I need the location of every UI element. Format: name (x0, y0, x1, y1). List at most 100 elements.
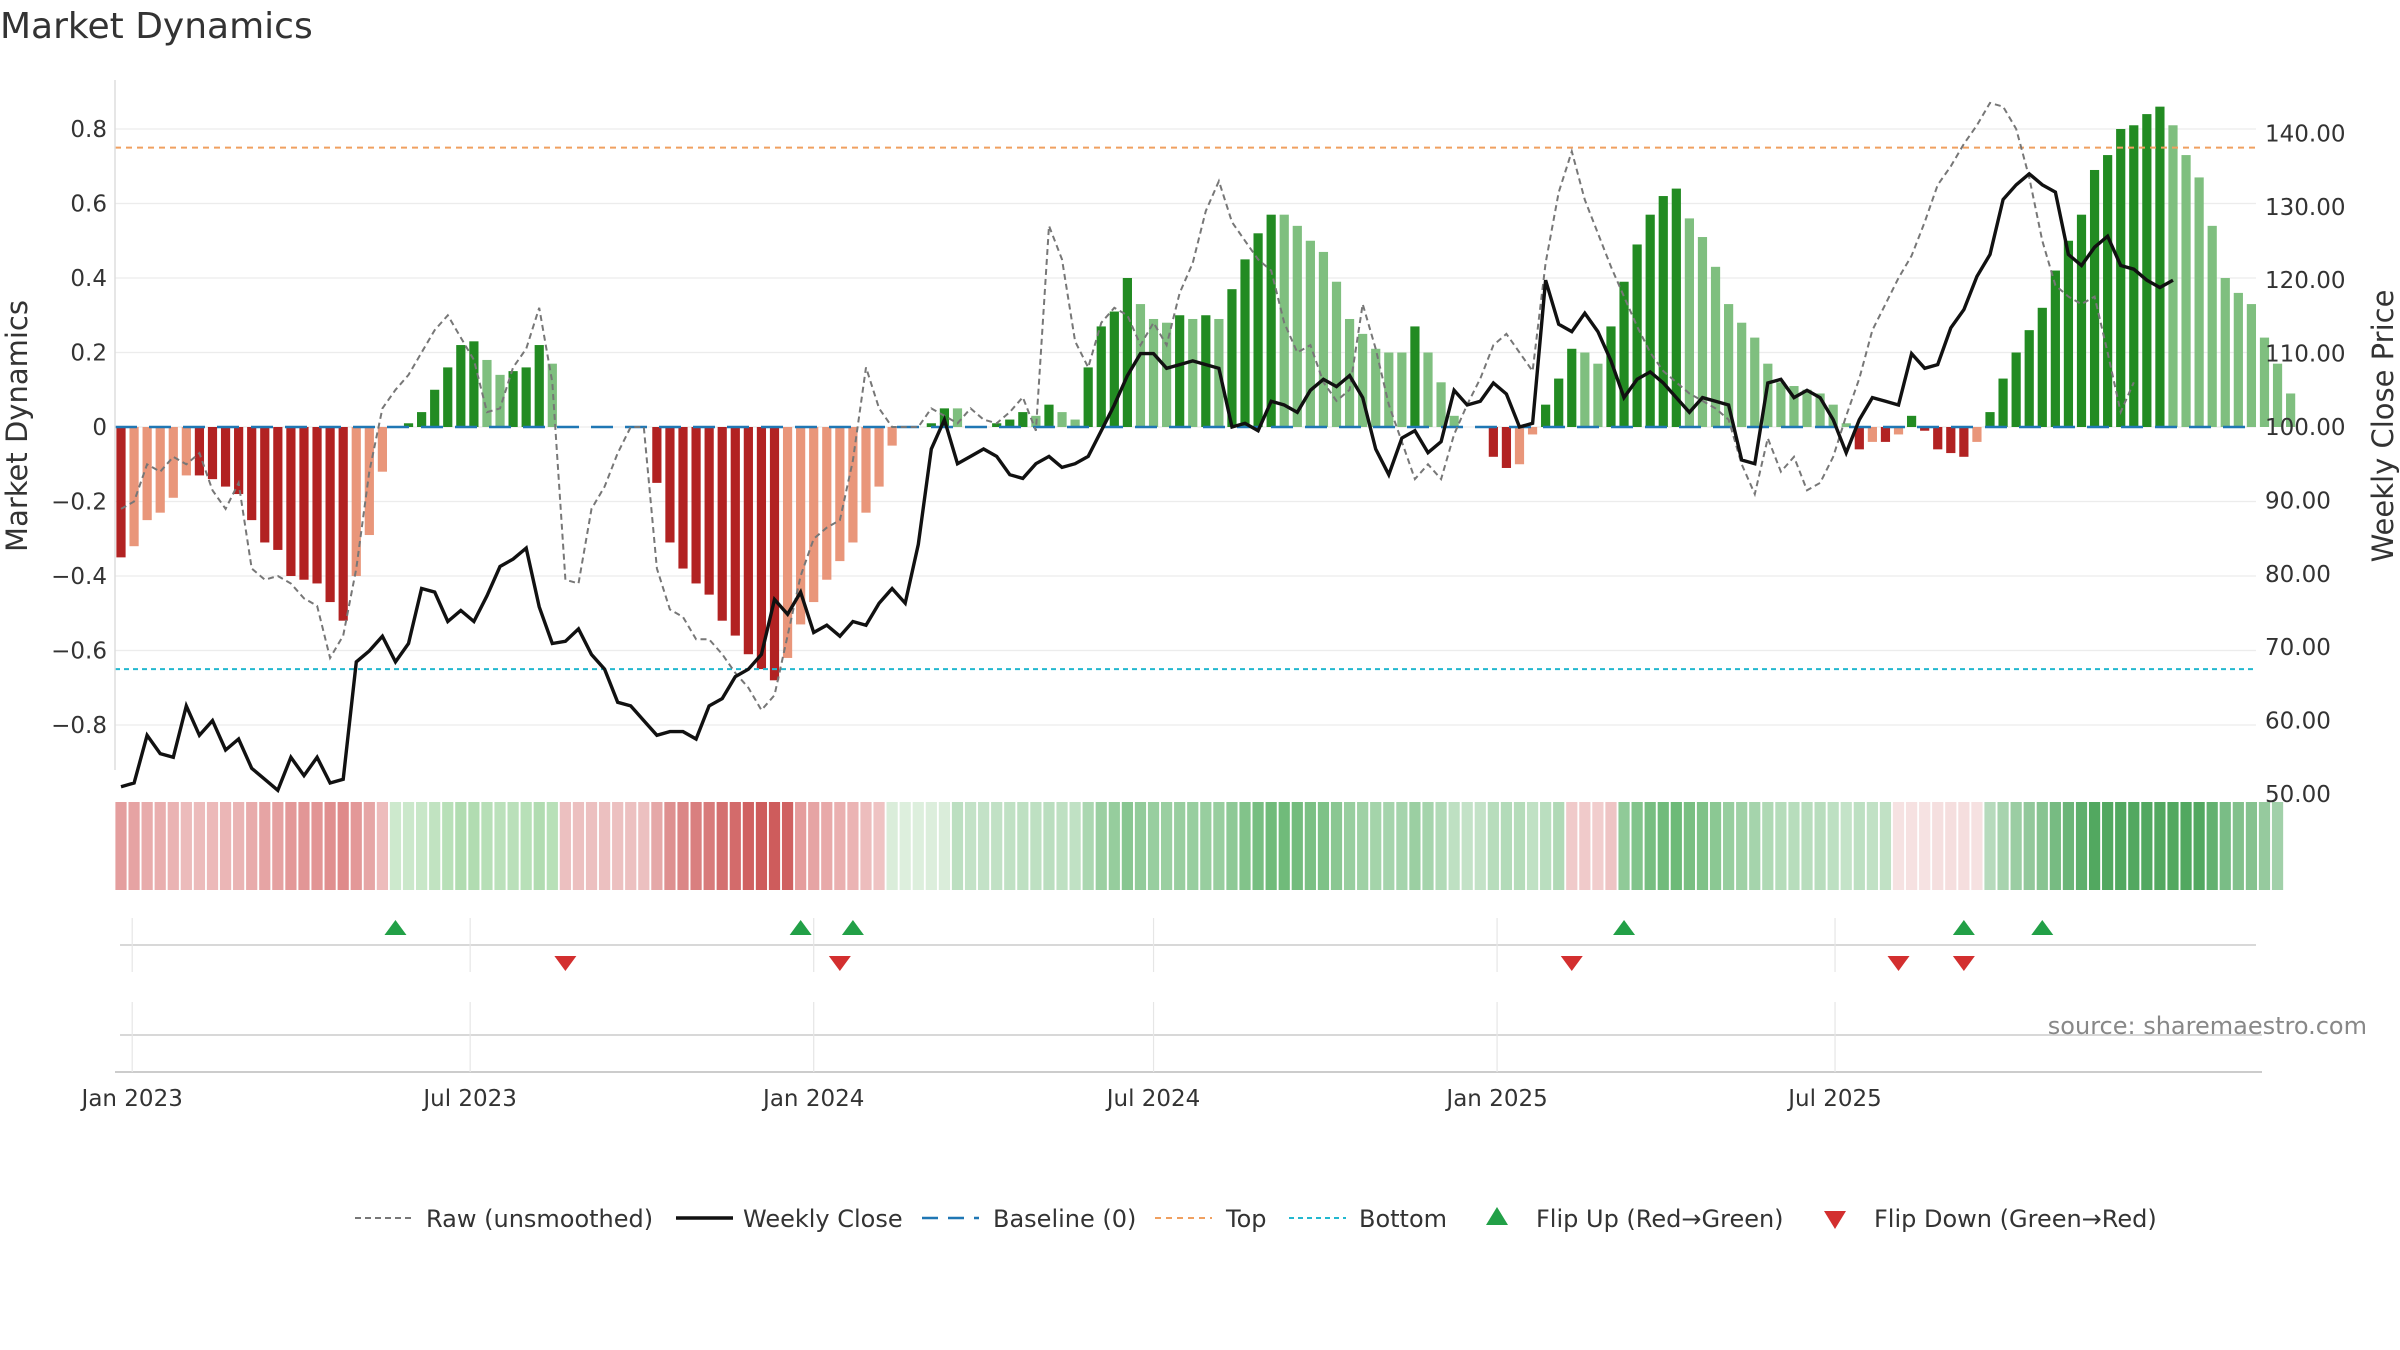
regime-strip-cell (350, 802, 362, 890)
regime-strip-cell (1082, 802, 1094, 890)
regime-strip-cell (389, 802, 402, 890)
regime-strip-cell (2180, 802, 2192, 890)
market-dynamics-bar (1057, 412, 1067, 427)
market-dynamics-bar (1201, 315, 1211, 427)
regime-strip-cell (585, 802, 598, 890)
regime-strip-cell (1056, 802, 1068, 890)
market-dynamics-bar (338, 427, 348, 621)
regime-strip-cell (1265, 802, 1277, 890)
market-dynamics-bar (2233, 292, 2243, 427)
regime-strip-cell (1566, 802, 1578, 890)
regime-strip-cell (625, 802, 637, 890)
market-dynamics-bar (1018, 412, 1028, 427)
regime-strip-cell (219, 802, 232, 890)
regime-strip-cell (1147, 802, 1160, 890)
market-dynamics-bar (926, 423, 936, 427)
market-dynamics-bar (2168, 125, 2178, 428)
x-tick-label: Jul 2023 (421, 1086, 517, 1112)
market-dynamics-bar (2103, 155, 2113, 427)
market-dynamics-bar (1959, 427, 1969, 457)
regime-strip-cell (781, 802, 794, 890)
regime-strip-cell (1553, 802, 1565, 890)
regime-strip-cell (2154, 802, 2166, 890)
regime-strip-cell (991, 802, 1003, 890)
flip-up-marker (841, 920, 864, 935)
market-dynamics-bar (717, 427, 727, 621)
market-dynamics-bar (809, 427, 819, 603)
market-dynamics-bar (835, 427, 845, 562)
regime-strip-cell (951, 802, 964, 890)
x-axis-ticks: Jan 2023 Jul 2023 Jan 2024 Jul 2024 Jan 2025… (80, 1086, 1882, 1112)
left-tick-label: 0.8 (70, 117, 107, 143)
regime-strip-cell (873, 802, 885, 890)
market-dynamics-bar (508, 371, 518, 427)
market-dynamics-bar (1920, 427, 1930, 431)
market-dynamics-bar (691, 427, 701, 584)
regime-strip-cell (716, 802, 728, 890)
market-dynamics-bar (1828, 404, 1838, 427)
bottom-vertical-grid (131, 1002, 1836, 1072)
right-axis-ticks: 140.00 130.00 120.00 110.00 100.00 90.00 80.00… (2265, 121, 2345, 808)
left-tick-label: −0.6 (51, 639, 107, 665)
flips-panel (120, 918, 2256, 972)
regime-strip-cell (1775, 802, 1787, 890)
right-tick-label: 50.00 (2265, 782, 2331, 808)
regime-strip-cell (442, 802, 454, 890)
regime-strip-cell (128, 802, 140, 890)
market-dynamics-bar (1240, 259, 1250, 427)
flips-vertical-grid (131, 918, 1836, 972)
regime-strip-cell (1174, 802, 1186, 890)
market-dynamics-bar (1697, 237, 1708, 427)
market-dynamics-bar (1371, 348, 1381, 427)
flip-down-marker (554, 956, 577, 971)
flip-markers (384, 920, 2054, 971)
regime-strip-cell (664, 802, 676, 890)
market-dynamics-bar (1005, 419, 1015, 427)
market-dynamics-bar (364, 427, 374, 536)
regime-strip-cell (376, 802, 388, 890)
regime-strip-cell (808, 802, 820, 890)
market-dynamics-bar (1096, 326, 1106, 427)
market-dynamics-bar (1880, 427, 1891, 442)
regime-strip-cell (1932, 802, 1944, 890)
regime-strip-cell (1343, 802, 1356, 890)
x-tick-label: Jul 2025 (1786, 1086, 1882, 1112)
market-dynamics-bar (2194, 177, 2204, 427)
market-dynamics-bar (796, 427, 806, 625)
market-dynamics-bar (1305, 240, 1315, 427)
market-dynamics-bar (220, 427, 231, 487)
market-dynamics-bar (952, 408, 963, 427)
regime-strip-cell (912, 802, 924, 890)
market-dynamics-bar (1893, 427, 1904, 435)
market-dynamics-bar (1802, 389, 1812, 427)
market-dynamics-bar (168, 427, 178, 498)
market-dynamics-bar (1658, 196, 1668, 427)
regime-strip-cell (1526, 802, 1539, 890)
regime-strip-cell (1579, 802, 1591, 890)
regime-strip-cell (2036, 802, 2048, 890)
regime-strip-cell (651, 802, 663, 890)
flip-down-marker (1887, 956, 1910, 971)
market-dynamics-bar (2050, 270, 2060, 427)
market-dynamics-bar (286, 427, 296, 576)
regime-strip-cell (2102, 802, 2114, 890)
market-dynamics-bar (1619, 281, 1629, 427)
regime-strip-cell (1448, 802, 1460, 890)
market-dynamics-bar (1175, 315, 1185, 427)
market-dynamics-bar (1998, 378, 2008, 427)
market-dynamics-bar (1292, 225, 1302, 427)
regime-strip-cell (1905, 802, 1918, 890)
flip-down-marker (828, 956, 851, 971)
regime-strip-cell (1657, 802, 1669, 890)
market-dynamics-bar (1188, 318, 1198, 427)
regime-strip-cell (1121, 802, 1133, 890)
market-dynamics-bar (129, 427, 139, 547)
regime-strip-cell (572, 802, 585, 890)
right-axis-title: Weekly Close Price (2366, 290, 2400, 563)
market-dynamics-bar (1410, 326, 1420, 427)
market-dynamics-bar (678, 427, 688, 569)
market-dynamics-bar (1318, 251, 1329, 427)
regime-strip-cell (520, 802, 532, 890)
regime-strip-cell (1422, 802, 1434, 890)
